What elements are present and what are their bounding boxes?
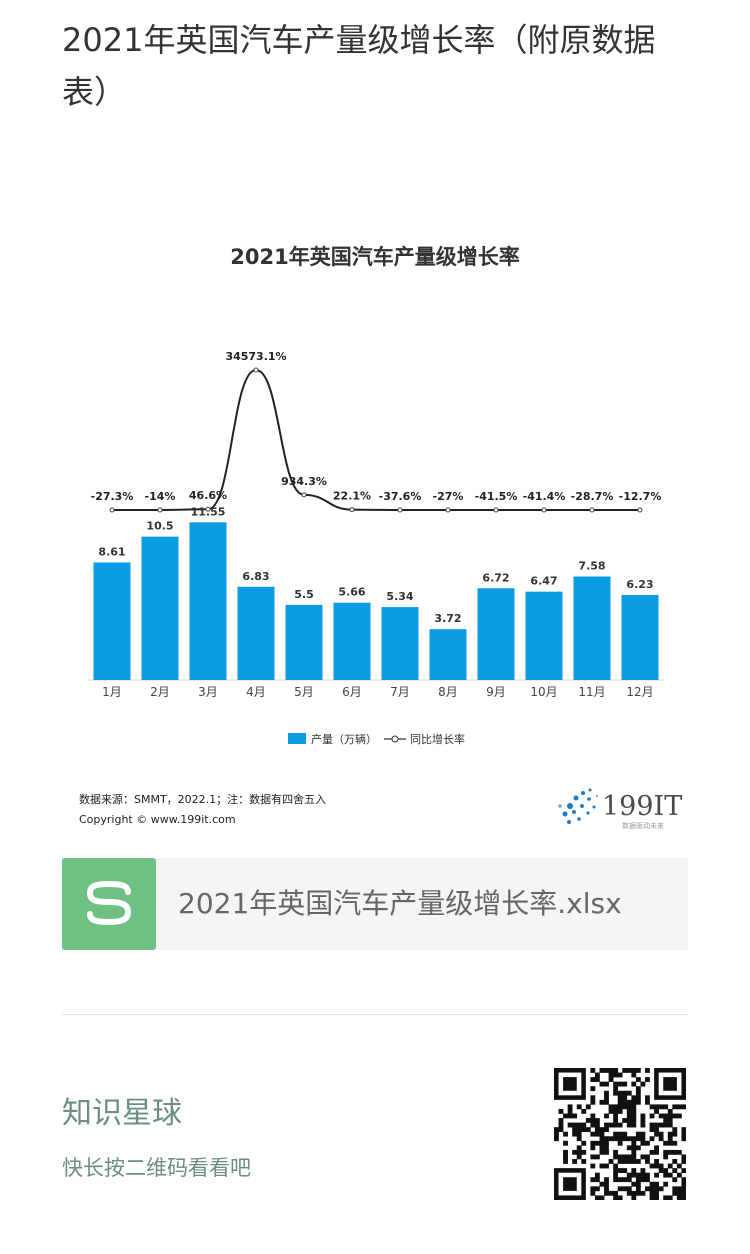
x-tick-8: 8月 bbox=[438, 685, 458, 699]
article-title: 2021年英国汽车产量级增长率（附原数据表） bbox=[62, 21, 656, 111]
attachment-card[interactable]: 2021年英国汽车产量级增长率.xlsx bbox=[62, 858, 688, 950]
divider bbox=[62, 1014, 688, 1015]
bar-label-12: 6.23 bbox=[626, 578, 653, 591]
bar-9 bbox=[477, 588, 515, 680]
chart-svg: 2021年英国汽车产量级增长率 -27.3% -14% 46.6% 34573.1% 9… bbox=[79, 245, 682, 830]
growth-point-4 bbox=[253, 367, 259, 373]
x-tick-9: 9月 bbox=[486, 685, 506, 699]
growth-point-8 bbox=[445, 507, 451, 513]
bar-label-3: 11.55 bbox=[191, 505, 226, 518]
bar-3 bbox=[189, 522, 227, 680]
bar-label-2: 10.5 bbox=[146, 520, 173, 533]
x-tick-2: 2月 bbox=[150, 685, 170, 699]
bar-12 bbox=[621, 594, 659, 680]
chart-title: 2021年英国汽车产量级增长率 bbox=[230, 245, 519, 269]
x-tick-5: 5月 bbox=[294, 685, 314, 699]
bar-8 bbox=[429, 629, 467, 680]
growth-label-11: -28.7% bbox=[571, 490, 614, 503]
growth-point-11 bbox=[589, 507, 595, 513]
growth-label-8: -27% bbox=[433, 490, 464, 503]
bar-label-5: 5.5 bbox=[294, 588, 314, 601]
bar-label-1: 8.61 bbox=[98, 545, 125, 558]
bar-11 bbox=[573, 576, 611, 680]
bar-label-8: 3.72 bbox=[434, 612, 461, 625]
bar-label-11: 7.58 bbox=[578, 560, 605, 573]
growth-point-3 bbox=[205, 506, 211, 512]
bar-label-4: 6.83 bbox=[242, 570, 269, 583]
x-tick-3: 3月 bbox=[198, 685, 218, 699]
growth-label-4: 34573.1% bbox=[225, 350, 286, 363]
growth-label-7: -37.6% bbox=[379, 490, 422, 503]
logo-tagline: 数据驱动未来 bbox=[622, 821, 664, 830]
bar-7 bbox=[381, 607, 419, 680]
bar-label-10: 6.47 bbox=[530, 575, 557, 588]
growth-point-6 bbox=[349, 507, 355, 513]
knowledge-planet-title: 知识星球 bbox=[62, 1096, 182, 1131]
bar-10 bbox=[525, 591, 563, 680]
logo-199it: 199IT 数据驱动未来 bbox=[558, 788, 682, 830]
x-tick-6: 6月 bbox=[342, 685, 362, 699]
legend: 产量（万辆） 同比增长率 bbox=[288, 732, 465, 746]
growth-label-5: 934.3% bbox=[281, 475, 327, 488]
bar-2 bbox=[141, 536, 179, 680]
growth-point-2 bbox=[157, 507, 163, 513]
x-tick-7: 7月 bbox=[390, 685, 410, 699]
chart: 2021年英国汽车产量级增长率 -27.3% -14% 46.6% 34573.1% 9… bbox=[62, 230, 688, 840]
growth-point-7 bbox=[397, 507, 403, 513]
x-tick-1: 1月 bbox=[102, 685, 122, 699]
growth-label-1: -27.3% bbox=[91, 490, 134, 503]
bar-label-7: 5.34 bbox=[386, 590, 413, 603]
x-tick-12: 12月 bbox=[626, 685, 653, 699]
growth-point-10 bbox=[541, 507, 547, 513]
bar-5 bbox=[285, 604, 323, 680]
bar-label-6: 5.66 bbox=[338, 586, 365, 599]
growth-point-5 bbox=[301, 492, 307, 498]
growth-point-1 bbox=[109, 507, 115, 513]
bar-4 bbox=[237, 586, 275, 680]
chart-copyright: Copyright © www.199it.com bbox=[79, 813, 236, 826]
chart-source: 数据来源：SMMT，2022.1；注：数据有四舍五入 bbox=[79, 792, 326, 806]
logo-icon bbox=[558, 788, 599, 824]
x-tick-10: 10月 bbox=[530, 685, 557, 699]
legend-bar-swatch bbox=[288, 733, 306, 744]
bar-label-9: 6.72 bbox=[482, 571, 509, 584]
legend-line-marker bbox=[391, 735, 399, 743]
logo-text: 199IT bbox=[602, 791, 682, 822]
growth-label-10: -41.4% bbox=[523, 490, 566, 503]
qr-code[interactable] bbox=[554, 1068, 686, 1200]
attachment-filename[interactable]: 2021年英国汽车产量级增长率.xlsx bbox=[178, 887, 622, 920]
x-tick-11: 11月 bbox=[578, 685, 605, 699]
growth-point-12 bbox=[637, 507, 643, 513]
bar-6 bbox=[333, 602, 371, 680]
legend-line-label: 同比增长率 bbox=[410, 732, 465, 746]
growth-label-3: 46.6% bbox=[189, 489, 227, 502]
growth-label-12: -12.7% bbox=[619, 490, 662, 503]
growth-label-6: 22.1% bbox=[333, 490, 371, 503]
growth-label-2: -14% bbox=[145, 490, 176, 503]
knowledge-planet-subtitle: 快长按二维码看看吧 bbox=[62, 1156, 251, 1180]
growth-label-9: -41.5% bbox=[475, 490, 518, 503]
spreadsheet-icon bbox=[62, 858, 156, 950]
growth-point-9 bbox=[493, 507, 499, 513]
bar-1 bbox=[93, 562, 131, 680]
legend-bar-label: 产量（万辆） bbox=[311, 732, 377, 746]
x-tick-4: 4月 bbox=[246, 685, 266, 699]
